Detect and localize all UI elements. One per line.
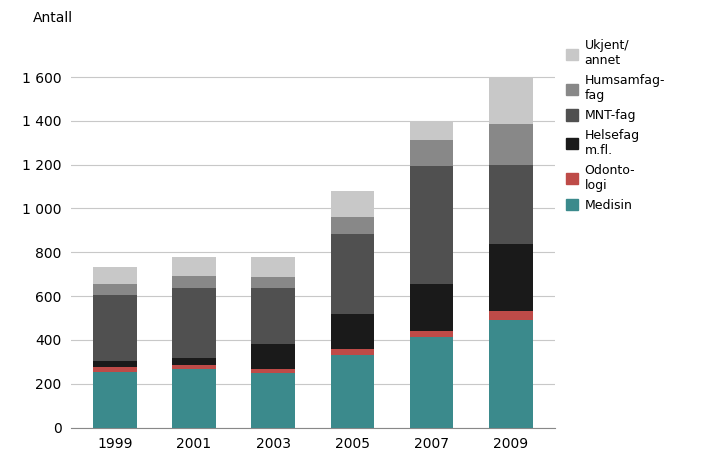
Bar bbox=[410, 166, 454, 284]
Legend: Ukjent/
annet, Humsamfag-
fag, MNT-fag, Helsefag
m.fl., Odonto-
logi, Medisin: Ukjent/ annet, Humsamfag- fag, MNT-fag, … bbox=[566, 39, 665, 212]
Bar bbox=[172, 370, 216, 428]
Bar bbox=[410, 284, 454, 331]
Bar bbox=[172, 288, 216, 358]
Bar bbox=[252, 344, 295, 369]
Bar bbox=[93, 367, 137, 371]
Bar bbox=[252, 277, 295, 288]
Bar bbox=[93, 371, 137, 428]
Bar bbox=[172, 365, 216, 370]
Bar bbox=[93, 285, 137, 295]
Bar bbox=[410, 331, 454, 337]
Bar bbox=[331, 355, 374, 428]
Bar bbox=[252, 373, 295, 428]
Bar bbox=[93, 295, 137, 361]
Bar bbox=[172, 358, 216, 365]
Bar bbox=[331, 217, 374, 234]
Bar bbox=[252, 369, 295, 373]
Bar bbox=[93, 361, 137, 367]
Bar bbox=[93, 266, 137, 285]
Bar bbox=[489, 244, 533, 311]
Bar bbox=[489, 77, 533, 124]
Text: Antall: Antall bbox=[33, 11, 73, 25]
Bar bbox=[331, 314, 374, 349]
Bar bbox=[410, 121, 454, 140]
Bar bbox=[172, 256, 216, 275]
Bar bbox=[331, 234, 374, 314]
Bar bbox=[489, 311, 533, 320]
Bar bbox=[172, 276, 216, 288]
Bar bbox=[410, 140, 454, 166]
Bar bbox=[489, 124, 533, 165]
Bar bbox=[410, 337, 454, 428]
Bar bbox=[331, 349, 374, 355]
Bar bbox=[489, 165, 533, 244]
Bar bbox=[489, 320, 533, 428]
Bar bbox=[331, 191, 374, 217]
Bar bbox=[252, 288, 295, 344]
Bar bbox=[252, 257, 295, 277]
